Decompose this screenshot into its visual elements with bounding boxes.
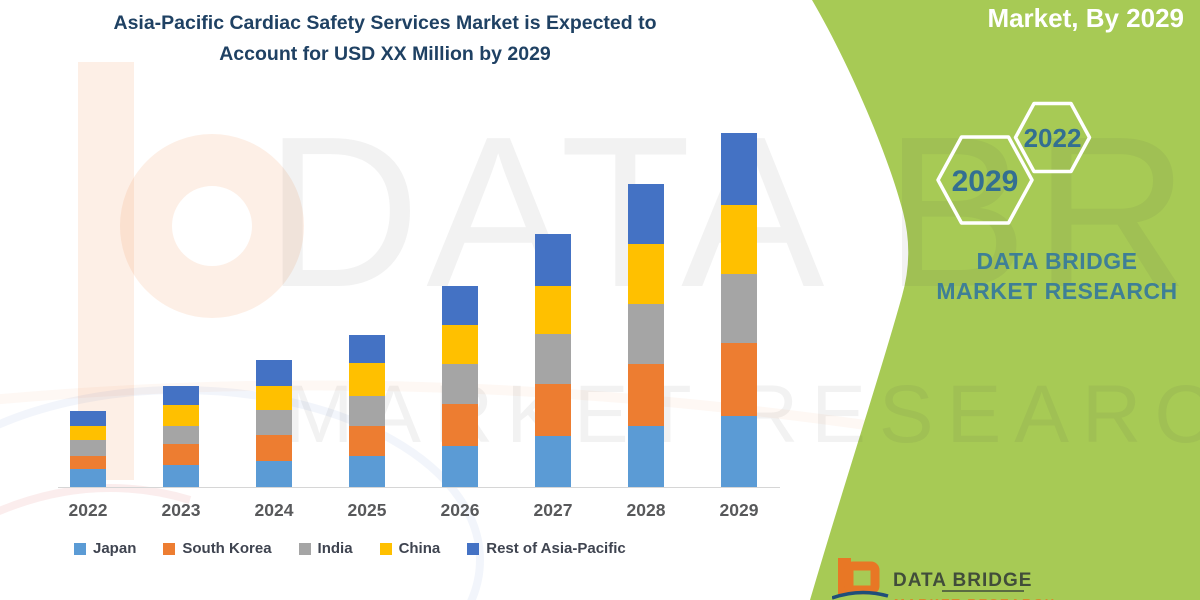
x-axis-line [58, 487, 780, 488]
hexagon-2029-label: 2029 [952, 165, 1019, 198]
chart-title-line1: Asia-Pacific Cardiac Safety Services Mar… [113, 12, 657, 34]
hexagon-2029 [936, 135, 1034, 225]
footer-logo-icon [832, 558, 889, 600]
segment-india [70, 440, 106, 456]
watermark-arc-red [0, 484, 192, 516]
legend-swatch [74, 542, 86, 555]
chart-title: Asia-Pacific Cardiac Safety Services Mar… [50, 8, 720, 70]
segment-china [535, 286, 571, 334]
legend-swatch [467, 542, 480, 555]
segment-south-korea [70, 456, 106, 469]
x-tick-2029: 2029 [719, 500, 759, 520]
bar-2023 [163, 386, 199, 487]
bar-2028 [628, 184, 664, 487]
segment-china [349, 363, 385, 396]
bar-2027 [535, 234, 571, 487]
legend-label: China [398, 540, 441, 557]
legend-swatch [298, 542, 311, 555]
legend-label: India [317, 540, 353, 557]
x-tick-2028: 2028 [626, 500, 666, 520]
segment-india [163, 426, 199, 444]
watermark-arc-orange [0, 380, 901, 435]
bar-2025 [349, 335, 385, 487]
segment-china [256, 386, 292, 410]
segment-china [70, 426, 106, 440]
segment-rest-of-asia-pacific [442, 286, 478, 325]
segment-japan [442, 446, 478, 487]
footer-logo-name: DATA BRIDGE [893, 570, 1033, 591]
bar-2029 [721, 133, 757, 487]
segment-india [349, 396, 385, 426]
segment-india [628, 304, 664, 364]
hexagon-2022 [1013, 101, 1092, 174]
segment-south-korea [256, 435, 292, 461]
segment-china [442, 325, 478, 364]
legend-item-japan: Japan [74, 540, 136, 557]
x-tick-2027: 2027 [533, 500, 573, 520]
segment-rest-of-asia-pacific [535, 234, 571, 286]
segment-japan [349, 456, 385, 487]
panel-heading: Market, By 2029 [987, 3, 1184, 33]
x-tick-2022: 2022 [68, 500, 108, 520]
segment-rest-of-asia-pacific [349, 335, 385, 363]
hexagon-2022-label: 2022 [1024, 123, 1082, 153]
legend-item-south-korea: South Korea [163, 540, 272, 557]
legend-label: Japan [93, 540, 137, 557]
segment-south-korea [721, 343, 757, 416]
segment-south-korea [163, 444, 199, 465]
x-tick-2024: 2024 [254, 500, 294, 520]
legend-label: Rest of Asia-Pacific [486, 540, 626, 557]
footer-swoosh [832, 590, 889, 600]
segment-india [442, 364, 478, 404]
legend-swatch [379, 542, 392, 555]
segment-japan [163, 465, 199, 487]
segment-japan [70, 469, 106, 487]
segment-rest-of-asia-pacific [628, 184, 664, 244]
segment-india [256, 410, 292, 435]
segment-south-korea [349, 426, 385, 456]
segment-rest-of-asia-pacific [256, 360, 292, 386]
segment-japan [256, 461, 292, 487]
segment-china [628, 244, 664, 304]
x-tick-2023: 2023 [161, 500, 201, 520]
watermark-b-stem [78, 62, 134, 480]
segment-china [163, 405, 199, 426]
legend-item-china: China [379, 540, 441, 557]
segment-japan [628, 426, 664, 487]
bar-2024 [256, 360, 292, 487]
segment-rest-of-asia-pacific [70, 411, 106, 426]
chart-legend: Japan South Korea India China Rest of Asia-P… [74, 540, 626, 557]
segment-india [721, 274, 757, 343]
green-panel-polygon [810, 0, 1200, 600]
legend-item-india: India [298, 540, 353, 557]
segment-south-korea [442, 404, 478, 446]
footer-logo-subtext: MARKET RESEARCH [894, 596, 1056, 600]
footer-logo-underline [942, 590, 1024, 592]
plot-area: 2022 2023 2024 2025 2026 2027 2028 2029 [58, 108, 780, 520]
bar-2022 [70, 411, 106, 487]
segment-china [721, 205, 757, 274]
segment-india [535, 334, 571, 384]
segment-japan [721, 416, 757, 487]
segment-japan [535, 436, 571, 487]
x-tick-2026: 2026 [440, 500, 480, 520]
footer-b-bowl [844, 561, 880, 595]
segment-rest-of-asia-pacific [721, 133, 757, 205]
chart-title-line2: Account for USD XX Million by 2029 [219, 43, 551, 66]
segment-south-korea [535, 384, 571, 436]
legend-swatch [163, 542, 176, 555]
segment-rest-of-asia-pacific [163, 386, 199, 405]
x-tick-2025: 2025 [347, 500, 387, 520]
legend-item-rest-of-asia-pacific: Rest of Asia-Pacific [467, 540, 626, 557]
brand-text: DATA BRIDGE MARKET RESEARCH [936, 248, 1178, 304]
segment-south-korea [628, 364, 664, 426]
watermark-b-bowl [120, 134, 304, 318]
legend-label: South Korea [182, 540, 272, 557]
bar-2026 [442, 286, 478, 487]
